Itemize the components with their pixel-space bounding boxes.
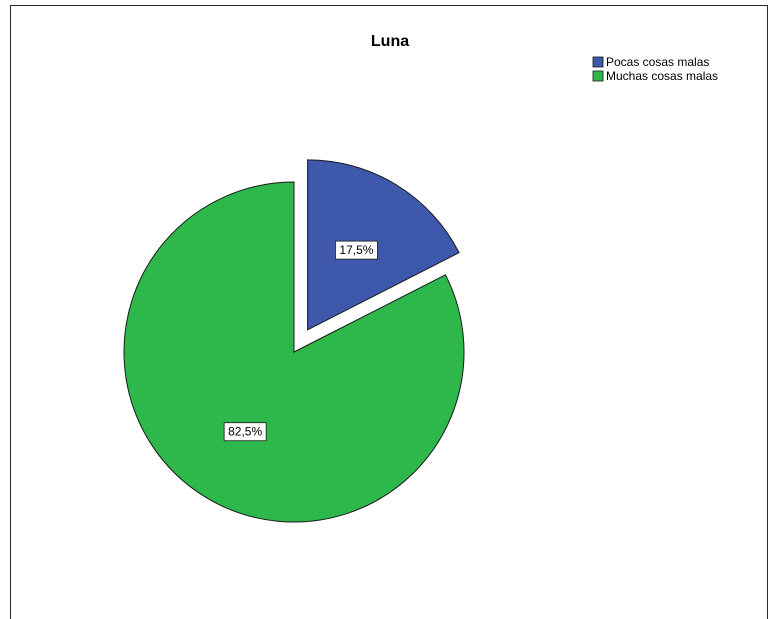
slice-label-box: [335, 240, 378, 260]
legend-label-pocas: Pocas cosas malas: [606, 55, 709, 69]
slice-label-text: 82,5%: [228, 425, 262, 439]
slice-label-text: 17,5%: [339, 243, 373, 257]
pie-slices: [123, 159, 465, 523]
legend-swatch-pocas: [592, 56, 604, 68]
slice-label-muchas: 82,5%: [223, 422, 267, 442]
chart-title: Luna: [371, 33, 409, 50]
pie-slice-muchas: [123, 181, 465, 523]
legend-label-muchas: Muchas cosas malas: [606, 69, 718, 83]
legend: Pocas cosas malas Muchas cosas malas: [592, 55, 718, 83]
pie-slice-pocas: [307, 159, 460, 331]
slice-labels: 17,5% 82,5%: [223, 240, 378, 442]
legend-swatch-muchas: [592, 70, 604, 82]
slice-label-pocas: 17,5%: [335, 240, 378, 260]
slice-label-box: [223, 422, 267, 442]
